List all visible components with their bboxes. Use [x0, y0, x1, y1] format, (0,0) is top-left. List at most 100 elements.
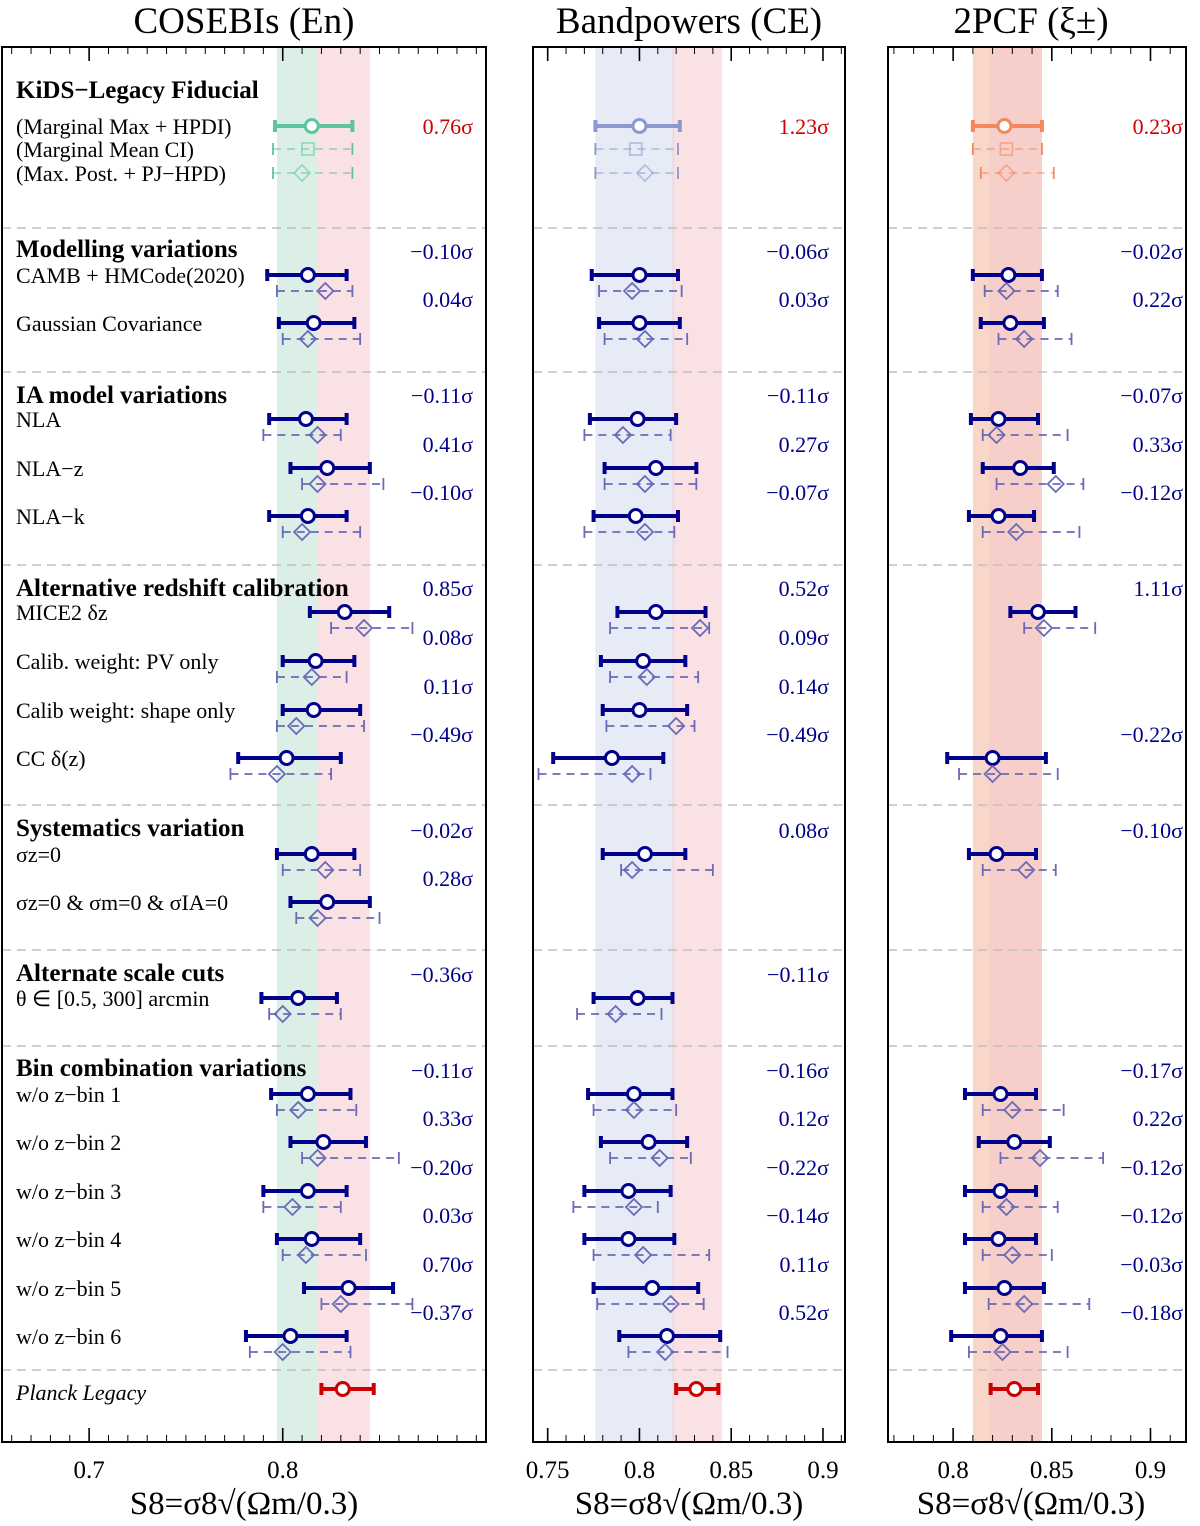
data-row	[979, 163, 1055, 183]
variation-map-point-marker	[1016, 860, 1036, 880]
variation-map-point-marker	[292, 522, 312, 542]
planck-constraint-band	[988, 47, 1042, 1442]
sigma-offset-label: −0.10σ	[410, 239, 473, 264]
variation-point-marker	[299, 1183, 316, 1199]
data-row: −0.17σ	[962, 1058, 1183, 1120]
variation-map-point-marker	[650, 1148, 669, 1168]
sigma-offset-label: −0.37σ	[410, 1300, 473, 1325]
variation-point-marker	[990, 411, 1007, 427]
sigma-offset-label: 0.03σ	[779, 287, 830, 312]
sigma-offset-label: 0.08σ	[423, 625, 474, 650]
variation-map-point-marker	[1003, 1245, 1022, 1265]
variation-point-marker	[990, 508, 1007, 524]
sigma-offset-label: −0.11σ	[767, 962, 829, 987]
row-label: CAMB + HMCode(2020)	[16, 263, 245, 288]
variation-map-point-marker	[655, 1342, 675, 1362]
row-label: MICE2 δz	[16, 600, 108, 625]
planck-constraint-band	[317, 47, 370, 1442]
2pcf-panel: 2PCF (ξ±) 0.8 0.85 0.9 0.23σ −0.02σ 0.22σ −0.0…	[887, 1, 1187, 1484]
row-label: w/o z−bin 4	[16, 1227, 121, 1252]
data-row: −0.10σ	[265, 239, 473, 301]
data-row: −0.10σ	[267, 480, 473, 542]
variation-map-point-marker	[331, 1294, 351, 1314]
panel-frame	[887, 46, 1187, 1443]
fiducial-point-marker	[996, 118, 1013, 134]
sigma-offset-label: −0.14σ	[766, 1203, 829, 1228]
variation-map-point-marker	[354, 618, 374, 638]
variation-point-marker	[988, 846, 1005, 862]
section-title: Systematics variation	[16, 815, 245, 842]
2pcf-panel-title: 2PCF (ξ±)	[953, 1, 1108, 42]
data-row: −0.49σ	[537, 722, 829, 784]
row-label: NLA−k	[16, 504, 85, 529]
variation-point-marker	[631, 702, 648, 718]
variation-map-point-marker	[296, 1245, 316, 1265]
variation-map-point-marker	[308, 1148, 327, 1168]
sigma-offset-label: −0.03σ	[1120, 1252, 1183, 1277]
sigma-offset-label: −0.22σ	[1120, 722, 1183, 747]
data-row: 0.33σ	[288, 1106, 474, 1168]
variation-map-point-marker	[1014, 329, 1034, 349]
sigma-offset-label: 0.33σ	[423, 1106, 474, 1131]
sigma-offset-label: 0.11σ	[779, 1252, 829, 1277]
row-label: w/o z−bin 6	[16, 1324, 121, 1349]
x-tick-label: 0.8	[624, 1457, 655, 1484]
variation-map-point-marker	[622, 860, 642, 880]
variation-point-marker	[640, 1134, 657, 1150]
sigma-offset-label: −0.16σ	[766, 1058, 829, 1083]
bandpowers-panel-title: Bandpowers (CE)	[556, 1, 822, 42]
variation-map-point-marker	[316, 281, 335, 301]
fiducial-point-marker	[303, 118, 320, 134]
data-row: −0.07σ	[583, 480, 829, 542]
data-row: 0.03σ	[274, 1203, 474, 1265]
data-row: −0.11σ	[583, 383, 829, 445]
sigma-offset-label: 0.41σ	[423, 432, 474, 457]
variation-point-marker	[984, 750, 1001, 766]
data-row	[971, 142, 1043, 156]
variation-point-marker	[990, 1231, 1007, 1247]
row-label: w/o z−bin 5	[16, 1276, 121, 1301]
variation-point-marker	[1006, 1134, 1023, 1150]
variation-map-point-marker	[302, 667, 322, 687]
sigma-offset-label: −0.12σ	[1120, 1155, 1183, 1180]
variation-point-marker	[315, 1134, 332, 1150]
variation-map-point-marker	[1046, 474, 1066, 494]
variation-map-point-marker	[283, 1197, 302, 1217]
fiducial-map-point-marker	[635, 163, 655, 183]
planck-point-marker	[688, 1381, 705, 1397]
row-label: Calib weight: shape only	[16, 698, 235, 723]
x-tick-label: 0.8	[267, 1457, 298, 1484]
data-row: −0.10σ	[966, 818, 1183, 880]
variation-point-marker	[290, 990, 307, 1006]
sigma-offset-label: 0.28σ	[423, 866, 474, 891]
sigma-offset-label: −0.02σ	[410, 818, 473, 843]
sigma-offset-label: 0.70σ	[423, 1252, 474, 1277]
sigma-offset-label: 0.22σ	[1133, 287, 1184, 312]
section-title: Alternate scale cuts	[16, 960, 225, 987]
data-row: −0.36σ	[259, 962, 473, 1024]
variation-map-point-marker	[606, 1004, 625, 1024]
sigma-offset-label: 0.76σ	[423, 114, 474, 139]
sigma-offset-label: −0.17σ	[1120, 1058, 1183, 1083]
variation-map-point-marker	[613, 425, 633, 445]
variation-map-point-marker	[1007, 522, 1026, 542]
variation-map-point-marker	[987, 425, 1006, 445]
x-tick-label: 0.7	[73, 1457, 104, 1484]
variation-point-marker	[299, 267, 316, 283]
variation-point-marker	[620, 1183, 637, 1199]
data-row: −0.22σ	[572, 1155, 829, 1217]
variation-point-marker	[305, 702, 322, 718]
section-title: KiDS−Legacy Fiducial	[16, 77, 259, 104]
fiducial-mean-point-marker	[999, 142, 1014, 156]
variation-point-marker	[299, 508, 316, 524]
bands	[595, 47, 723, 1442]
sigma-offset-label: −0.20σ	[410, 1155, 473, 1180]
sigma-offset-label: 0.03σ	[423, 1203, 474, 1228]
variation-point-marker	[631, 315, 648, 331]
data-row	[594, 142, 679, 156]
row-label: Gaussian Covariance	[16, 311, 202, 336]
sigma-offset-label: 0.23σ	[1133, 114, 1184, 139]
sigma-offset-label: 0.08σ	[779, 818, 830, 843]
data-row: 0.85σ	[307, 576, 473, 638]
sigma-offset-label: −0.49σ	[766, 722, 829, 747]
